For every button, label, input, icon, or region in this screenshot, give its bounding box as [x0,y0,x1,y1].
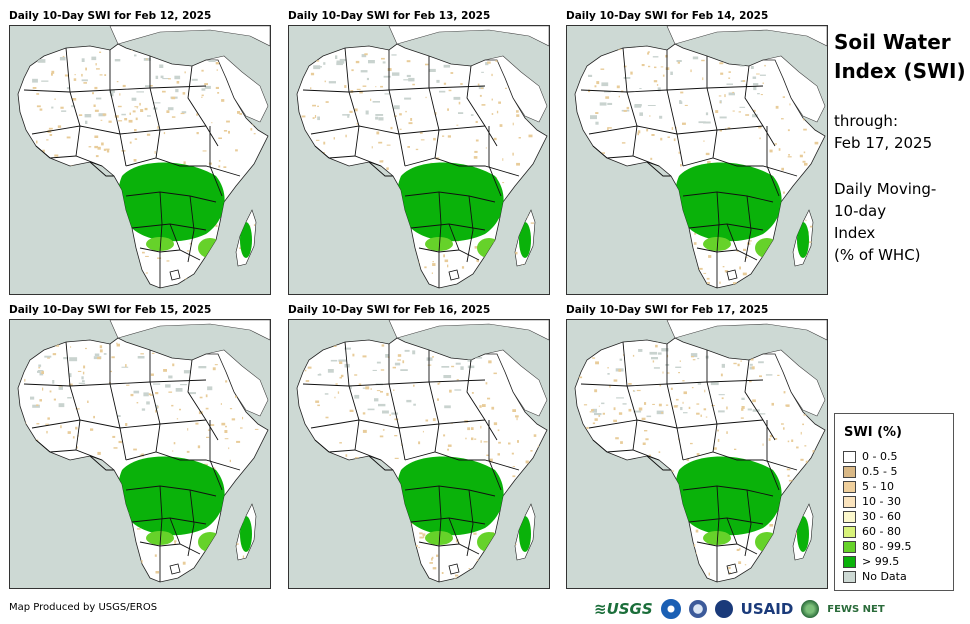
africa-map [567,26,827,294]
fews-net-logo: FEWS NET [827,603,885,615]
desc-line: Index [834,224,876,242]
usgs-logo: ≋USGS [594,600,653,618]
usaid-logo: USAID [740,600,794,618]
legend-item: 0.5 - 5 [843,464,911,479]
index-description: Daily Moving- 10-day Index (% of WHC) [834,178,969,266]
legend-item: 10 - 30 [843,494,911,509]
map-frame [566,319,828,589]
legend-item: > 99.5 [843,554,911,569]
panel-title: Daily 10-Day SWI for Feb 17, 2025 [566,304,769,316]
africa-map [567,320,827,588]
legend-item: 30 - 60 [843,509,911,524]
africa-map [289,320,549,588]
legend-label: No Data [862,570,907,583]
title-line: Soil Water [834,30,951,54]
legend-label: 5 - 10 [862,480,894,493]
usaid-seal-icon [714,600,733,618]
legend: SWI (%) 0 - 0.5 0.5 - 5 5 - 10 10 - 30 3… [834,413,954,591]
legend-item: 0 - 0.5 [843,449,911,464]
title-line: Index (SWI) [834,59,966,83]
desc-line: Daily Moving- [834,180,937,198]
legend-swatch [843,570,856,583]
legend-item: No Data [843,569,911,584]
legend-label: 10 - 30 [862,495,901,508]
legend-label: 60 - 80 [862,525,901,538]
legend-title: SWI (%) [844,425,902,440]
nasa-seal-logo [688,600,707,618]
page-title: Soil Water Index (SWI) [834,28,969,86]
legend-swatch [843,495,856,508]
panel-title: Daily 10-Day SWI for Feb 13, 2025 [288,10,491,22]
desc-line: 10-day [834,202,887,220]
through-date-block: through: Feb 17, 2025 [834,110,969,154]
map-frame [566,25,828,295]
desc-line: (% of WHC) [834,246,921,264]
legend-swatch [843,540,856,553]
legend-label: 0.5 - 5 [862,465,898,478]
logo-strip: ≋USGS USAID FEWS NET [594,597,893,621]
africa-map [10,26,270,294]
fews-globe-icon [801,600,820,618]
africa-map [289,26,549,294]
panel-title: Daily 10-Day SWI for Feb 12, 2025 [9,10,212,22]
map-frame [288,25,550,295]
legend-label: 30 - 60 [862,510,901,523]
legend-swatch [843,525,856,538]
legend-label: > 99.5 [862,555,900,568]
panel-title: Daily 10-Day SWI for Feb 15, 2025 [9,304,212,316]
africa-map [10,320,270,588]
legend-item: 5 - 10 [843,479,911,494]
map-frame [9,319,271,589]
legend-swatch [843,555,856,568]
legend-item: 60 - 80 [843,524,911,539]
legend-swatch [843,510,856,523]
legend-swatch [843,465,856,478]
legend-label: 80 - 99.5 [862,540,912,553]
legend-label: 0 - 0.5 [862,450,898,463]
noaa-logo [660,599,681,619]
map-frame [9,25,271,295]
panel-title: Daily 10-Day SWI for Feb 14, 2025 [566,10,769,22]
through-date: Feb 17, 2025 [834,134,933,152]
legend-list: 0 - 0.5 0.5 - 5 5 - 10 10 - 30 30 - 60 6… [843,449,911,584]
credit-text: Map Produced by USGS/EROS [9,602,158,613]
map-frame [288,319,550,589]
through-label: through: [834,112,898,130]
legend-item: 80 - 99.5 [843,539,911,554]
legend-swatch [843,480,856,493]
legend-swatch [843,450,856,463]
panel-title: Daily 10-Day SWI for Feb 16, 2025 [288,304,491,316]
